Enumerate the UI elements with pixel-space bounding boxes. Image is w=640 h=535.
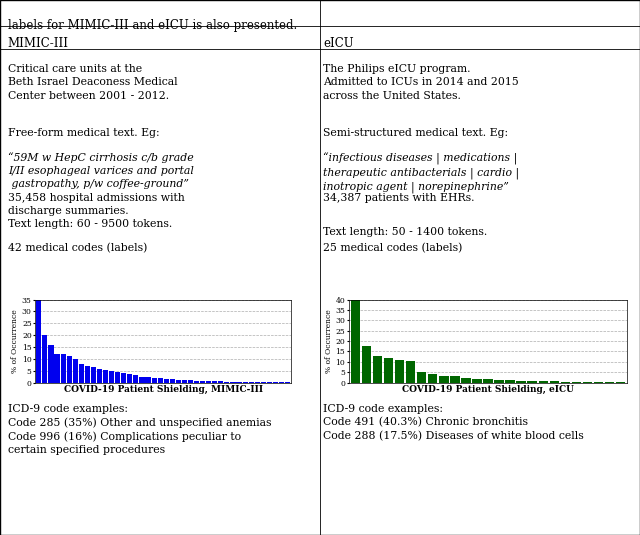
Text: eICU: eICU <box>323 37 354 50</box>
Bar <box>61 354 66 383</box>
Text: labels for MIMIC-III and eICU is also presented.: labels for MIMIC-III and eICU is also pr… <box>8 19 297 32</box>
Bar <box>538 381 548 383</box>
Bar <box>527 381 537 383</box>
Bar <box>170 379 175 383</box>
Text: ICD-9 code examples:
Code 285 (35%) Other and unspecified anemias
Code 996 (16%): ICD-9 code examples: Code 285 (35%) Othe… <box>8 404 271 455</box>
Bar <box>54 354 60 383</box>
Bar <box>194 380 199 383</box>
Text: 25 medical codes (labels): 25 medical codes (labels) <box>323 243 463 254</box>
Text: ICD-9 code examples:
Code 491 (40.3%) Chronic bronchitis
Code 288 (17.5%) Diseas: ICD-9 code examples: Code 491 (40.3%) Ch… <box>323 404 584 441</box>
Bar <box>127 374 132 383</box>
Bar <box>450 376 460 383</box>
Bar <box>176 380 181 383</box>
Bar <box>212 381 218 383</box>
X-axis label: COVID-19 Patient Shielding, MIMIC-III: COVID-19 Patient Shielding, MIMIC-III <box>63 385 263 394</box>
Bar <box>121 372 126 383</box>
Text: “infectious diseases | medications |
therapeutic antibacterials | cardio |
inotr: “infectious diseases | medications | the… <box>323 152 519 193</box>
Bar <box>200 381 205 383</box>
Bar <box>97 370 102 383</box>
Bar <box>561 381 570 383</box>
Bar <box>439 376 449 383</box>
Text: Free-form medical text. Eg:: Free-form medical text. Eg: <box>8 128 159 139</box>
Bar <box>417 372 426 383</box>
Bar <box>140 377 145 383</box>
Bar <box>236 382 242 383</box>
Bar <box>84 366 90 383</box>
Bar <box>224 381 230 383</box>
Bar <box>79 364 84 383</box>
Bar <box>494 380 504 383</box>
Bar <box>243 382 248 383</box>
Text: MIMIC-III: MIMIC-III <box>8 37 68 50</box>
Y-axis label: % of Occurrence: % of Occurrence <box>324 309 333 373</box>
Bar <box>218 381 223 383</box>
Text: The Philips eICU program.
Admitted to ICUs in 2014 and 2015
across the United St: The Philips eICU program. Admitted to IC… <box>323 64 519 101</box>
Bar <box>550 381 559 383</box>
Bar <box>91 367 96 383</box>
Bar <box>395 360 404 383</box>
Bar <box>516 381 526 383</box>
Bar <box>67 356 72 383</box>
Bar <box>182 380 187 383</box>
Bar <box>115 372 120 383</box>
Bar <box>133 375 138 383</box>
Text: Text length: 50 - 1400 tokens.: Text length: 50 - 1400 tokens. <box>323 227 488 238</box>
Bar <box>362 346 371 383</box>
Bar <box>230 381 236 383</box>
Bar <box>406 361 415 383</box>
Bar <box>351 300 360 383</box>
Bar <box>483 379 493 383</box>
Bar <box>109 371 114 383</box>
Text: 35,458 hospital admissions with
discharge summaries.
Text length: 60 - 9500 toke: 35,458 hospital admissions with discharg… <box>8 193 184 229</box>
Bar <box>206 381 211 383</box>
Text: Semi-structured medical text. Eg:: Semi-structured medical text. Eg: <box>323 128 508 139</box>
Bar <box>164 379 169 383</box>
Bar <box>73 359 78 383</box>
Bar <box>157 378 163 383</box>
X-axis label: COVID-19 Patient Shielding, eICU: COVID-19 Patient Shielding, eICU <box>402 385 574 394</box>
Text: 34,387 patients with EHRs.: 34,387 patients with EHRs. <box>323 193 475 203</box>
Bar <box>506 380 515 383</box>
Bar <box>572 382 581 383</box>
Bar <box>145 377 150 383</box>
Text: 42 medical codes (labels): 42 medical codes (labels) <box>8 243 147 254</box>
Bar <box>188 380 193 383</box>
Bar <box>384 357 393 383</box>
Text: Critical care units at the
Beth Israel Deaconess Medical
Center between 2001 - 2: Critical care units at the Beth Israel D… <box>8 64 177 101</box>
Bar <box>461 378 470 383</box>
Bar <box>152 378 157 383</box>
Bar <box>373 356 382 383</box>
Bar <box>103 370 108 383</box>
Bar <box>428 374 438 383</box>
Bar <box>36 300 42 383</box>
Text: “59M w HepC cirrhosis c/b grade
I/II esophageal varices and portal
 gastropathy,: “59M w HepC cirrhosis c/b grade I/II eso… <box>8 152 193 189</box>
Y-axis label: % of Occurrence: % of Occurrence <box>11 309 19 373</box>
Bar <box>472 379 482 383</box>
Bar <box>49 345 54 383</box>
Bar <box>583 382 592 383</box>
Bar <box>248 382 253 383</box>
Bar <box>42 335 47 383</box>
